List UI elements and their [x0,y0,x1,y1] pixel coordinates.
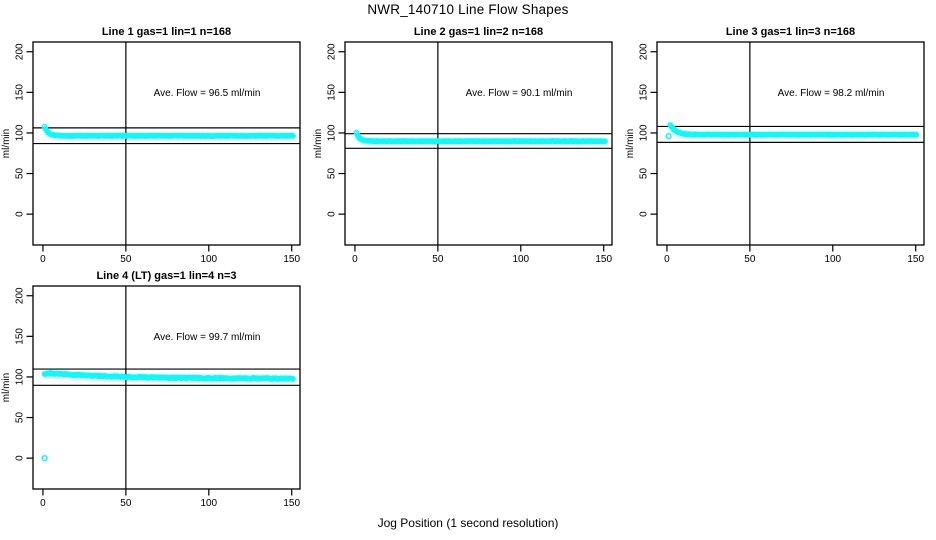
series-flow-trace [353,129,608,145]
x-tick-label: 150 [595,254,612,265]
outlier-point [41,454,48,462]
x-tick-label: 100 [824,254,841,265]
y-tick-label: 100 [327,124,338,141]
x-tick-label: 100 [200,254,217,265]
panel-title: Line 4 (LT) gas=1 lin=4 n=3 [96,270,236,282]
y-tick-label: 100 [639,124,650,141]
series-flow-trace [41,369,296,382]
y-tick-label: 0 [15,211,26,217]
x-tick-label: 50 [432,254,444,265]
y-axis-label: ml/min [1,129,12,158]
data-point [290,376,296,382]
x-axis-ticks: 0 50 100 150 [664,245,924,265]
x-tick-label: 150 [283,498,300,509]
series-flow-trace [667,122,920,138]
figure-x-axis-label: Jog Position (1 second resolution) [377,516,559,530]
x-axis-ticks: 0 50 100 150 [40,245,300,265]
panel-line-3: Line 3 gas=1 lin=3 n=168 ml/min 0 50 100 150 2… [625,26,925,265]
y-axis-ticks: 0 50 100 150 200 [639,43,657,217]
y-axis-ticks: 0 50 100 150 200 [15,287,33,461]
x-tick-label: 100 [200,498,217,509]
y-axis-label: ml/min [313,129,324,158]
y-tick-label: 0 [15,455,26,461]
y-tick-label: 150 [327,84,338,101]
outlier-point [665,133,672,140]
y-tick-label: 200 [15,43,26,60]
y-tick-label: 150 [639,84,650,101]
plot-box [32,285,301,490]
plot-box [32,41,301,246]
y-axis-label: ml/min [625,129,636,158]
ave-flow-annotation: Ave. Flow = 98.2 ml/min [778,88,885,99]
y-tick-label: 50 [15,168,26,180]
y-axis-ticks: 0 50 100 150 200 [15,43,33,217]
y-tick-label: 150 [15,84,26,101]
x-tick-label: 50 [120,498,132,509]
panel-line-4: Line 4 (LT) gas=1 lin=4 n=3 ml/min 0 50 100 1… [1,270,301,509]
y-tick-label: 50 [327,168,338,180]
x-tick-label: 0 [40,498,46,509]
panel-title: Line 3 gas=1 lin=3 n=168 [726,26,855,38]
y-tick-label: 200 [327,43,338,60]
data-point [290,133,296,139]
x-axis-ticks: 0 50 100 150 [352,245,612,265]
x-tick-label: 150 [907,254,924,265]
y-tick-label: 200 [15,287,26,304]
x-tick-label: 0 [352,254,358,265]
y-tick-label: 50 [639,168,650,180]
panel-title: Line 1 gas=1 lin=1 n=168 [102,26,231,38]
ave-flow-annotation: Ave. Flow = 90.1 ml/min [466,88,573,99]
y-tick-label: 0 [639,211,650,217]
y-axis-ticks: 0 50 100 150 200 [327,43,345,217]
y-tick-label: 0 [327,211,338,217]
panel-line-1: Line 1 gas=1 lin=1 n=168 ml/min 0 50 100 150 2… [1,26,301,265]
data-point [913,131,920,138]
x-tick-label: 0 [664,254,670,265]
y-tick-label: 200 [639,43,650,60]
x-tick-label: 100 [512,254,529,265]
data-point [602,138,608,145]
ave-flow-annotation: Ave. Flow = 96.5 ml/min [154,88,261,99]
series-flow-trace [41,123,296,140]
y-tick-label: 150 [15,328,26,345]
x-axis-ticks: 0 50 100 150 [40,489,300,509]
y-tick-label: 100 [15,368,26,385]
y-axis-label: ml/min [1,373,12,402]
plot-box [656,41,925,246]
x-tick-label: 50 [120,254,132,265]
y-tick-label: 100 [15,124,26,141]
x-tick-label: 0 [40,254,46,265]
panel-line-2: Line 2 gas=1 lin=2 n=168 ml/min 0 50 100 150 2… [313,26,613,265]
panel-title: Line 2 gas=1 lin=2 n=168 [414,26,543,38]
plot-box [344,41,613,246]
x-tick-label: 50 [744,254,756,265]
y-tick-label: 50 [15,412,26,424]
figure-title: NWR_140710 Line Flow Shapes [367,2,569,17]
ave-flow-annotation: Ave. Flow = 99.7 ml/min [154,332,261,343]
x-tick-label: 150 [283,254,300,265]
